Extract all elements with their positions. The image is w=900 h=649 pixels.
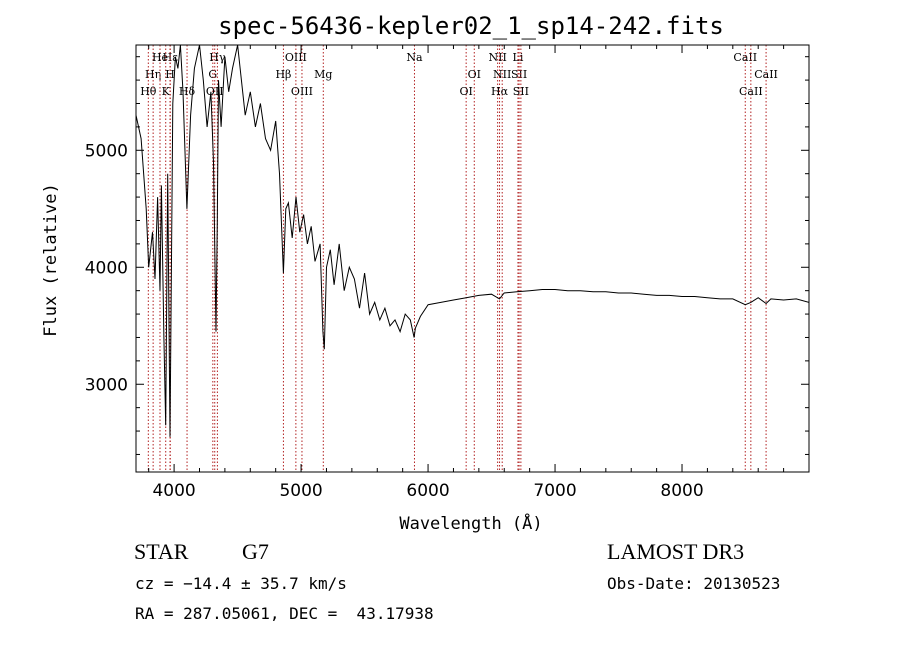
line-label-h: H <box>165 68 175 81</box>
redshift-info: cz = −14.4 ± 35.7 km/s <box>135 574 347 593</box>
line-label-hε: Hε <box>163 51 179 64</box>
object-class: STAR <box>134 539 189 564</box>
line-label-sii: SII <box>513 85 529 98</box>
line-label-caii: CaII <box>739 85 763 98</box>
object-subclass: G7 <box>242 539 269 564</box>
line-label-oi: OI <box>468 68 481 81</box>
line-label-hβ: Hβ <box>275 68 291 81</box>
y-axis-label: Flux (relative) <box>41 183 61 337</box>
y-tick-label: 4000 <box>85 258 128 278</box>
x-tick-label: 8000 <box>660 481 703 501</box>
line-label-g: G <box>208 68 217 81</box>
line-label-li: Li <box>513 51 524 64</box>
line-label-na: Na <box>406 51 423 64</box>
x-tick-label: 6000 <box>406 481 449 501</box>
y-tick-label: 3000 <box>85 375 128 395</box>
line-label-caii: CaII <box>733 51 757 64</box>
coordinates: RA = 287.05061, DEC = 43.17938 <box>135 604 434 623</box>
line-label-mg: Mg <box>314 68 332 81</box>
line-label-hη: Hη <box>145 68 161 81</box>
plot-area <box>136 45 809 437</box>
line-label-caii: CaII <box>754 68 778 81</box>
y-tick-label: 5000 <box>85 141 128 161</box>
line-label-oi: OI <box>459 85 472 98</box>
line-label-k: K <box>162 85 171 98</box>
x-axis-label: Wavelength (Å) <box>399 512 542 534</box>
line-label-oii: OII <box>206 85 224 98</box>
chart-title: spec-56436-kepler02_1_sp14-242.fits <box>218 12 724 40</box>
x-tick-label: 5000 <box>279 481 322 501</box>
axis-ticks: 4000 5000 6000 7000 8000 3000 4000 5000 <box>85 45 809 501</box>
line-label-hθ: Hθ <box>140 85 157 98</box>
line-label-sii: SII <box>511 68 527 81</box>
line-label-he: He <box>152 51 168 64</box>
survey-name: LAMOST DR3 <box>607 539 745 564</box>
line-label-nii: NII <box>493 68 511 81</box>
x-tick-label: 4000 <box>152 481 195 501</box>
line-label-nii: NII <box>488 51 506 64</box>
line-label-oiii: OIII <box>285 51 307 64</box>
observation-date: Obs-Date: 20130523 <box>607 574 781 593</box>
spectrum-series <box>136 45 809 437</box>
plot-frame <box>135 44 810 473</box>
line-label-hα: Hα <box>491 85 509 98</box>
x-tick-label: 7000 <box>533 481 576 501</box>
line-label-hγ: Hγ <box>209 51 226 64</box>
line-label-oiii: OIII <box>291 85 313 98</box>
